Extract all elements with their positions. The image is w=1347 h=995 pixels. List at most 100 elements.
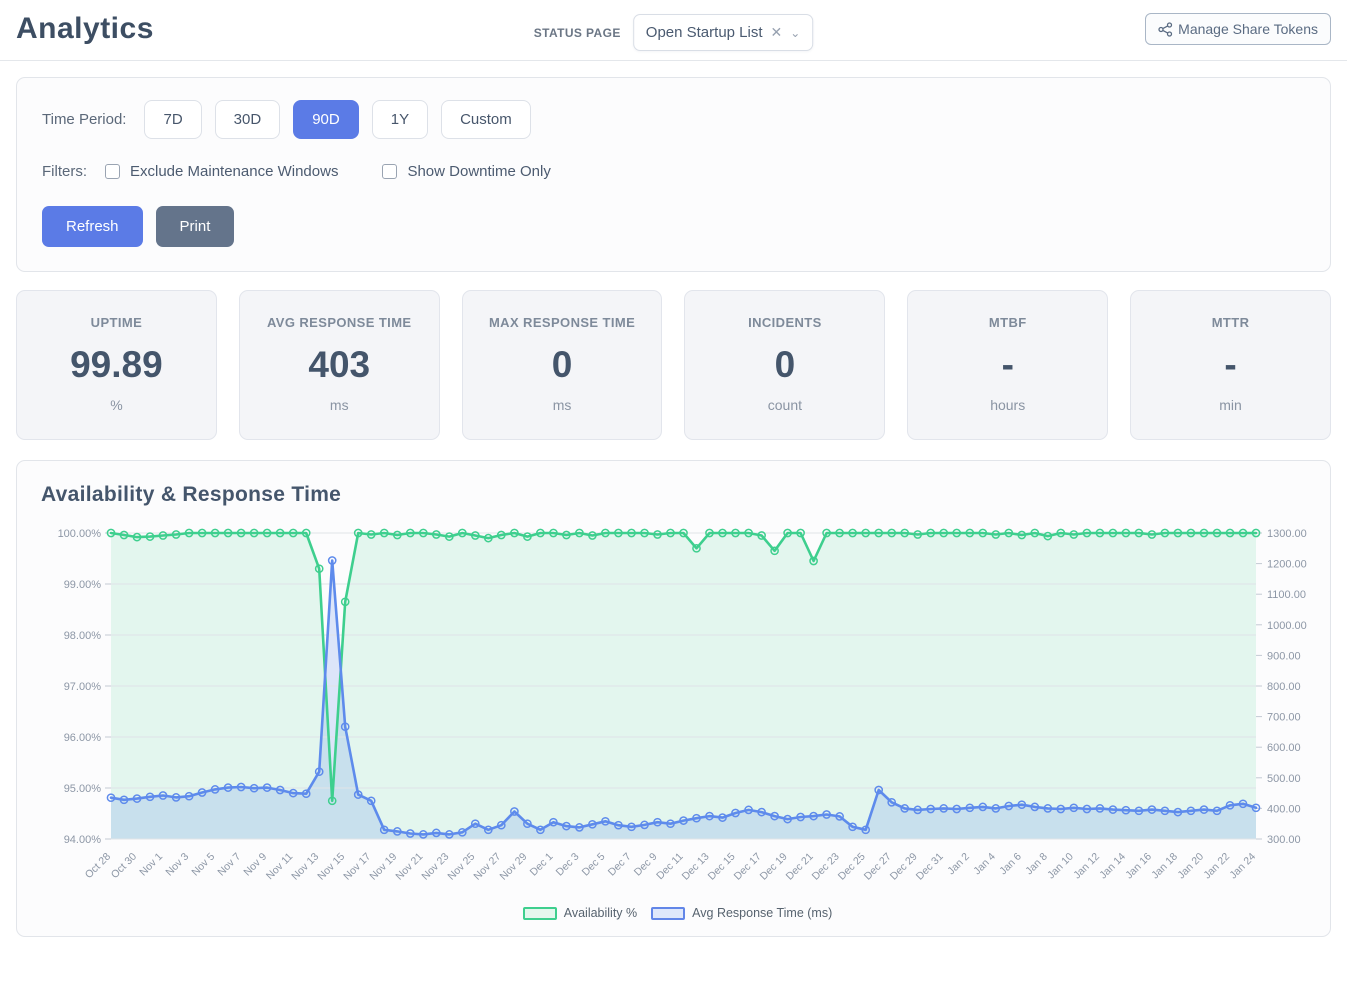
- time-period-30d-button[interactable]: 30D: [214, 100, 281, 139]
- svg-text:Nov 19: Nov 19: [367, 851, 399, 883]
- response-time-legend-label: Avg Response Time (ms): [692, 906, 833, 920]
- svg-text:97.00%: 97.00%: [64, 681, 102, 693]
- svg-text:1100.00: 1100.00: [1267, 589, 1306, 601]
- legend-item-response-time[interactable]: Avg Response Time (ms): [651, 906, 832, 920]
- legend-item-availability[interactable]: Availability %: [522, 906, 638, 920]
- stat-label: UPTIME: [90, 315, 143, 330]
- svg-text:Nov 5: Nov 5: [189, 851, 217, 879]
- stat-card-max-response: MAX RESPONSE TIME 0 ms: [461, 290, 663, 440]
- svg-text:Dec 1: Dec 1: [528, 851, 556, 879]
- svg-text:Jan 18: Jan 18: [1149, 851, 1180, 882]
- svg-text:Nov 11: Nov 11: [264, 851, 296, 883]
- svg-text:Jan 22: Jan 22: [1201, 851, 1232, 882]
- svg-text:Dec 15: Dec 15: [706, 851, 738, 883]
- filters-label: Filters:: [42, 163, 87, 180]
- svg-text:Nov 27: Nov 27: [471, 851, 503, 883]
- svg-text:Oct 30: Oct 30: [109, 851, 139, 881]
- stat-unit: %: [110, 397, 123, 413]
- svg-text:Dec 5: Dec 5: [580, 851, 608, 879]
- status-page-label: STATUS PAGE: [533, 25, 621, 40]
- stats-row: UPTIME 99.89 % AVG RESPONSE TIME 403 ms …: [16, 290, 1331, 440]
- svg-text:Dec 13: Dec 13: [680, 851, 712, 883]
- svg-text:1200.00: 1200.00: [1267, 559, 1307, 571]
- stat-label: INCIDENTS: [748, 315, 822, 330]
- stat-card-avg-response: AVG RESPONSE TIME 403 ms: [238, 290, 440, 440]
- svg-text:Dec 23: Dec 23: [810, 851, 842, 883]
- svg-text:Dec 27: Dec 27: [862, 851, 894, 883]
- stat-unit: hours: [990, 397, 1026, 413]
- svg-text:Jan 6: Jan 6: [997, 851, 1024, 878]
- svg-text:500.00: 500.00: [1267, 773, 1301, 785]
- availability-response-chart: 100.00% 99.00% 98.00% 97.00% 96.00% 95.00% 94.…: [41, 521, 1314, 904]
- stat-value: 403: [308, 344, 371, 385]
- time-period-90d-button[interactable]: 90D: [293, 100, 359, 139]
- svg-text:700.00: 700.00: [1267, 712, 1301, 724]
- exclude-maintenance-label: Exclude Maintenance Windows: [130, 163, 339, 180]
- stat-card-incidents: INCIDENTS 0 count: [684, 290, 886, 440]
- status-page-select[interactable]: Open Startup List ✕ ⌄: [632, 14, 814, 51]
- stat-unit: count: [767, 397, 803, 413]
- refresh-button[interactable]: Refresh: [42, 206, 143, 247]
- status-page-selected-value: Open Startup List: [645, 24, 763, 41]
- exclude-maintenance-checkbox[interactable]: [105, 164, 120, 179]
- svg-text:Jan 20: Jan 20: [1175, 851, 1206, 882]
- show-downtime-checkbox-item[interactable]: Show Downtime Only: [382, 163, 551, 180]
- response-time-legend-swatch: [651, 906, 686, 920]
- svg-text:Jan 14: Jan 14: [1097, 851, 1128, 882]
- svg-text:100.00%: 100.00%: [58, 528, 102, 540]
- stat-value: -: [1224, 344, 1237, 385]
- svg-text:Jan 12: Jan 12: [1071, 851, 1102, 882]
- stat-unit: ms: [552, 397, 572, 413]
- header: Analytics STATUS PAGE Open Startup List …: [0, 0, 1347, 61]
- time-period-7d-button[interactable]: 7D: [144, 100, 202, 139]
- manage-share-tokens-button[interactable]: Manage Share Tokens: [1145, 13, 1331, 45]
- exclude-maintenance-checkbox-item[interactable]: Exclude Maintenance Windows: [105, 163, 338, 180]
- svg-text:1300.00: 1300.00: [1267, 528, 1307, 540]
- show-downtime-checkbox[interactable]: [382, 164, 398, 179]
- stat-unit: min: [1219, 397, 1242, 413]
- action-buttons-row: Refresh Print: [42, 206, 1305, 247]
- svg-text:Jan 24: Jan 24: [1227, 851, 1258, 882]
- svg-text:400.00: 400.00: [1267, 803, 1301, 815]
- svg-text:Nov 3: Nov 3: [163, 851, 191, 879]
- chevron-down-icon: ⌄: [790, 25, 801, 40]
- svg-text:Nov 7: Nov 7: [215, 851, 243, 879]
- stat-value: 99.89: [70, 344, 163, 385]
- svg-text:Nov 25: Nov 25: [445, 851, 477, 883]
- svg-text:Nov 15: Nov 15: [315, 851, 347, 883]
- time-period-1y-button[interactable]: 1Y: [371, 100, 429, 139]
- svg-text:Dec 17: Dec 17: [732, 851, 764, 883]
- svg-text:Nov 23: Nov 23: [419, 851, 451, 883]
- share-icon: [1158, 21, 1173, 37]
- stat-value: 0: [774, 344, 796, 385]
- svg-text:Oct 28: Oct 28: [83, 851, 113, 881]
- svg-text:Jan 2: Jan 2: [945, 851, 972, 878]
- svg-text:Dec 19: Dec 19: [758, 851, 790, 883]
- availability-legend-label: Availability %: [563, 906, 638, 920]
- svg-text:Dec 7: Dec 7: [606, 851, 634, 879]
- stat-card-mtbf: MTBF - hours: [907, 290, 1109, 440]
- svg-text:Dec 29: Dec 29: [888, 851, 920, 883]
- clear-selection-icon[interactable]: ✕: [770, 24, 783, 40]
- chart-panel: Availability & Response Time 100.00% 99.0…: [16, 460, 1331, 937]
- svg-text:Nov 17: Nov 17: [341, 851, 373, 883]
- time-period-row: Time Period: 7D 30D 90D 1Y Custom: [42, 100, 1305, 139]
- svg-text:Dec 25: Dec 25: [836, 851, 868, 883]
- stat-label: AVG RESPONSE TIME: [266, 315, 412, 330]
- svg-text:Nov 1: Nov 1: [137, 851, 165, 879]
- controls-panel: Time Period: 7D 30D 90D 1Y Custom Filter…: [16, 77, 1331, 272]
- time-period-label: Time Period:: [42, 111, 127, 128]
- svg-text:Dec 11: Dec 11: [654, 851, 686, 883]
- chart-title: Availability & Response Time: [41, 483, 342, 506]
- show-downtime-label: Show Downtime Only: [407, 163, 551, 180]
- stat-value: -: [1001, 344, 1014, 385]
- svg-text:98.00%: 98.00%: [64, 630, 102, 642]
- time-period-custom-button[interactable]: Custom: [441, 100, 531, 139]
- svg-text:Dec 31: Dec 31: [914, 851, 946, 883]
- svg-text:94.00%: 94.00%: [64, 834, 102, 846]
- svg-text:95.00%: 95.00%: [64, 783, 102, 795]
- chart-legend: Availability % Avg Response Time (ms): [41, 906, 1314, 928]
- print-button[interactable]: Print: [155, 206, 235, 247]
- svg-text:Nov 13: Nov 13: [289, 851, 321, 883]
- stat-value: 0: [551, 344, 573, 385]
